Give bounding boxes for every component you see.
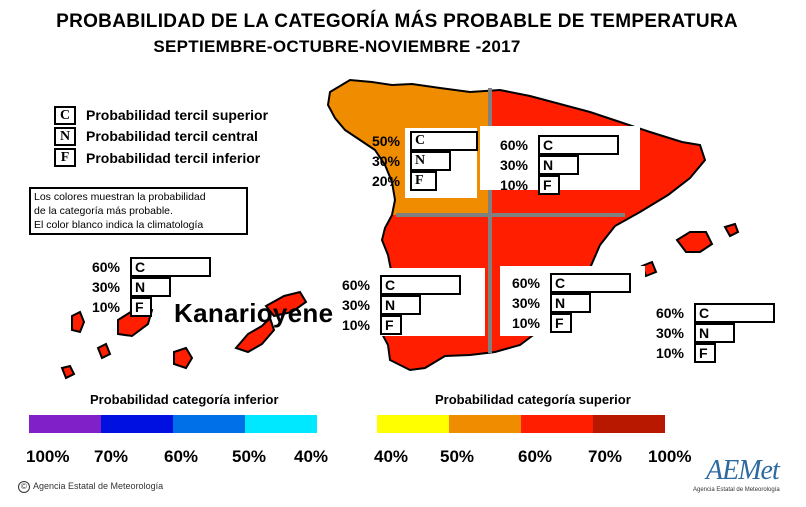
- aemet-logo-subtitle: Agencia Estatal de Meteorología: [693, 487, 780, 493]
- bar-c: C: [538, 135, 619, 155]
- bar-letter-c: C: [699, 305, 710, 321]
- percent-f: 10%: [499, 177, 528, 193]
- percent-n: 30%: [655, 325, 684, 341]
- bar-c: C: [694, 303, 775, 323]
- legend-letter-c: C: [54, 106, 76, 125]
- scale-lower-bar: [29, 415, 317, 433]
- bar-c: C: [550, 273, 631, 293]
- bar-letter-n: N: [385, 297, 396, 313]
- percent-f: 20%: [371, 173, 400, 189]
- scale-segment: [101, 415, 173, 433]
- copyright-icon: ©: [18, 481, 30, 493]
- percent-c: 60%: [341, 277, 370, 293]
- bar-n: N: [380, 295, 421, 315]
- scale-label: 50%: [440, 447, 475, 466]
- bar-n: N: [694, 323, 735, 343]
- bar-f: F: [538, 175, 560, 195]
- percent-c: 60%: [511, 275, 540, 291]
- bar-letter-f: F: [135, 299, 144, 315]
- agency-name: Agencia Estatal de Meteorología: [33, 481, 164, 491]
- bar-c: C: [410, 131, 478, 151]
- bar-letter-n: N: [555, 295, 566, 311]
- legend-letter-f: F: [54, 148, 76, 167]
- scale-segment: [593, 415, 665, 433]
- scale-label: 40%: [294, 447, 329, 466]
- scale-label: 100%: [648, 447, 692, 466]
- scale-label: 50%: [232, 447, 267, 466]
- bar-letter-n: N: [415, 153, 426, 168]
- bar-c: C: [380, 275, 461, 295]
- bar-letter-c: C: [415, 133, 426, 148]
- bar-n: N: [130, 277, 171, 297]
- bar-n: N: [550, 293, 591, 313]
- scale-label: 70%: [94, 447, 129, 466]
- percent-n: 30%: [511, 295, 540, 311]
- scale-segment: [449, 415, 521, 433]
- baleares-islands: [640, 222, 740, 278]
- bar-n: N: [538, 155, 579, 175]
- map-subtitle: SEPTIEMBRE-OCTUBRE-NOVIEMBRE -2017: [153, 37, 521, 56]
- bar-letter-c: C: [135, 259, 146, 275]
- bar-letter-c: C: [385, 277, 396, 293]
- bar-f: F: [130, 297, 152, 317]
- scale-segment: [173, 415, 245, 433]
- percent-c: 60%: [91, 259, 120, 275]
- percent-c: 50%: [371, 133, 400, 149]
- percent-c: 60%: [499, 137, 528, 153]
- note-line: de la categoría más probable.: [34, 205, 173, 217]
- percent-c: 60%: [655, 305, 684, 321]
- bar-letter-f: F: [385, 317, 394, 333]
- peninsula-outline: [326, 78, 707, 372]
- legend-text-n: Probabilidad tercil central: [86, 128, 258, 144]
- scale-label: 40%: [374, 447, 409, 466]
- percent-f: 10%: [655, 345, 684, 361]
- bar-letter-c: C: [555, 275, 566, 291]
- scale-upper-title: Probabilidad categoría superior: [435, 392, 631, 407]
- scale-segment: [29, 415, 101, 433]
- scale-label: 70%: [588, 447, 623, 466]
- bar-letter-c: C: [543, 137, 554, 153]
- bar-letter-f: F: [543, 177, 552, 193]
- bar-letter-f: F: [415, 173, 424, 188]
- percent-f: 10%: [341, 317, 370, 333]
- aemet-logo: AEMet: [706, 455, 780, 486]
- map-title: PROBABILIDAD DE LA CATEGORÍA MÁS PROBABL…: [56, 11, 738, 32]
- bar-f: F: [694, 343, 716, 363]
- scale-label: 60%: [518, 447, 553, 466]
- percent-f: 10%: [511, 315, 540, 331]
- bar-f: F: [550, 313, 572, 333]
- percent-n: 30%: [341, 297, 370, 313]
- scale-upper-bar: [377, 415, 665, 433]
- percent-f: 10%: [91, 299, 120, 315]
- legend-text-c: Probabilidad tercil superior: [86, 107, 269, 123]
- bar-f: F: [410, 171, 437, 191]
- scale-label: 60%: [164, 447, 199, 466]
- bar-letter-f: F: [699, 345, 708, 361]
- bar-letter-f: F: [555, 315, 564, 331]
- bar-letter-n: N: [135, 279, 146, 295]
- legend-text-f: Probabilidad tercil inferior: [86, 150, 261, 166]
- bar-c: C: [130, 257, 211, 277]
- note-line: El color blanco indica la climatología: [34, 219, 204, 231]
- scale-lower-title: Probabilidad categoría inferior: [90, 392, 279, 407]
- agency-footer: © Agencia Estatal de Meteorología: [18, 481, 163, 493]
- scale-segment: [377, 415, 449, 433]
- canarias-label: Kanarioyene: [174, 298, 334, 328]
- bar-f: F: [380, 315, 402, 335]
- legend-letter-n: N: [54, 127, 76, 146]
- bar-n: N: [410, 151, 451, 171]
- scale-label: 100%: [26, 447, 70, 466]
- percent-n: 30%: [91, 279, 120, 295]
- percent-n: 30%: [499, 157, 528, 173]
- percent-n: 30%: [371, 153, 400, 169]
- bar-letter-n: N: [699, 325, 710, 341]
- bar-letter-n: N: [543, 157, 554, 173]
- note-line: Los colores muestran la probabilidad: [34, 191, 206, 203]
- scale-segment: [521, 415, 593, 433]
- note-box: Los colores muestran la probabilidad de …: [29, 187, 248, 235]
- scale-segment: [245, 415, 317, 433]
